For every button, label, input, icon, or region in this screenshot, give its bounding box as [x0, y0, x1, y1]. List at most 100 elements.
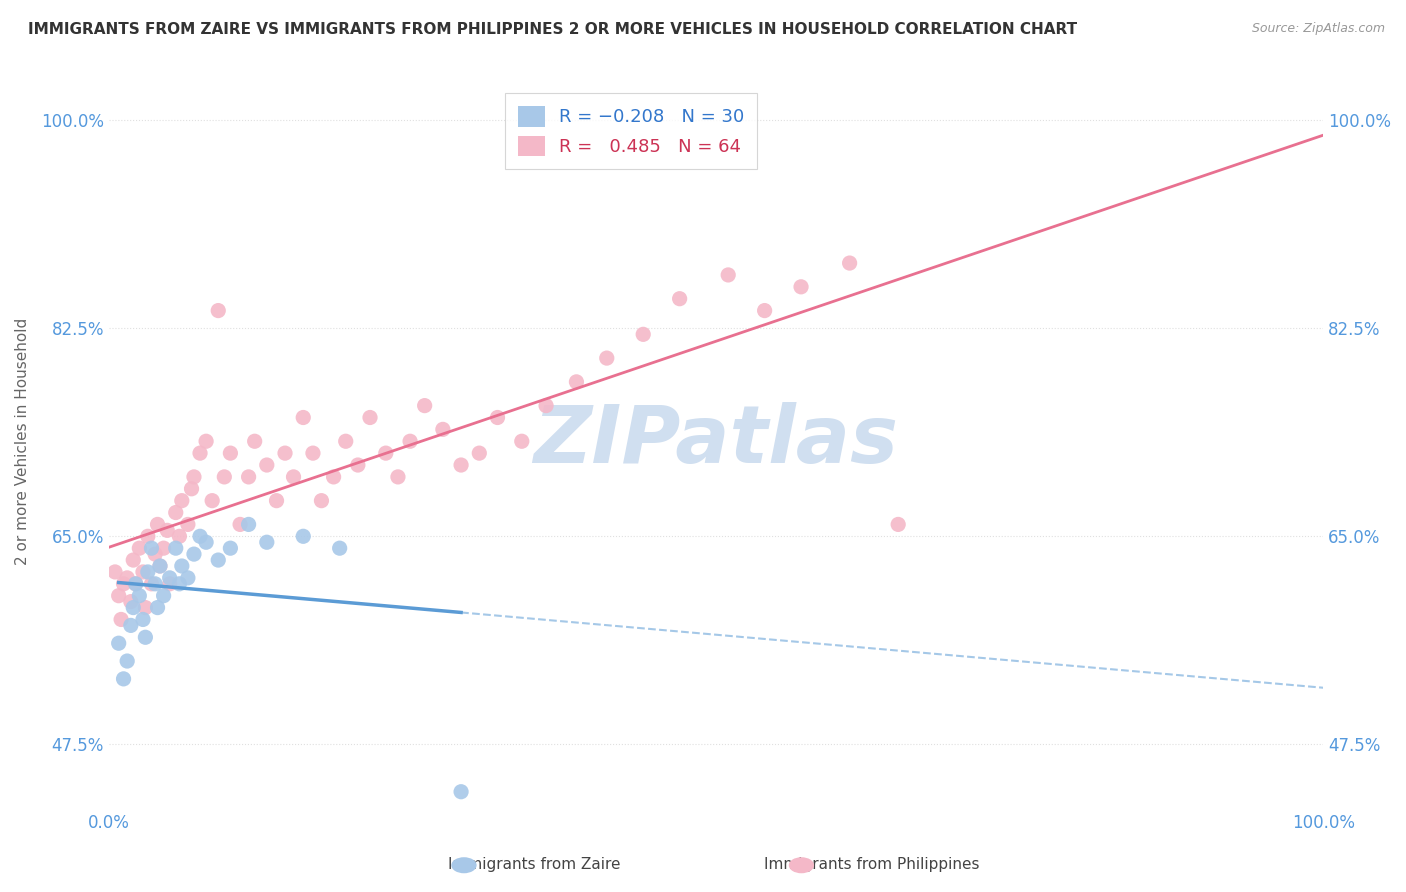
Point — [156, 524, 179, 538]
Point — [188, 529, 211, 543]
Point — [146, 600, 169, 615]
Point — [229, 517, 252, 532]
Point — [432, 422, 454, 436]
Point — [180, 482, 202, 496]
Point — [243, 434, 266, 449]
Point — [322, 470, 344, 484]
Point — [302, 446, 325, 460]
Point — [335, 434, 357, 449]
Point — [450, 458, 472, 472]
Point — [256, 458, 278, 472]
Point — [141, 541, 163, 556]
Point — [149, 559, 172, 574]
Point — [128, 541, 150, 556]
Text: Immigrants from Philippines: Immigrants from Philippines — [763, 857, 980, 872]
Point — [219, 446, 242, 460]
Point — [159, 577, 181, 591]
Point — [631, 327, 654, 342]
Point — [104, 565, 127, 579]
Point — [128, 589, 150, 603]
Point — [170, 493, 193, 508]
Point — [256, 535, 278, 549]
Point — [159, 571, 181, 585]
Point — [134, 600, 156, 615]
Point — [329, 541, 352, 556]
Point — [165, 541, 187, 556]
Point — [219, 541, 242, 556]
Point — [311, 493, 333, 508]
Point — [510, 434, 533, 449]
Point — [120, 618, 142, 632]
Point — [177, 571, 200, 585]
Point — [143, 547, 166, 561]
Point — [165, 506, 187, 520]
Point — [170, 559, 193, 574]
Point — [214, 470, 236, 484]
Point — [136, 529, 159, 543]
Point — [387, 470, 409, 484]
Point — [169, 529, 191, 543]
Point — [188, 446, 211, 460]
Point — [132, 612, 155, 626]
Point — [201, 493, 224, 508]
Point — [238, 517, 260, 532]
Point — [110, 612, 132, 626]
Point — [122, 600, 145, 615]
Point — [177, 517, 200, 532]
Point — [486, 410, 509, 425]
Point — [374, 446, 396, 460]
Point — [717, 268, 740, 282]
Point — [183, 470, 205, 484]
Point — [107, 589, 129, 603]
Point — [146, 517, 169, 532]
Point — [207, 303, 229, 318]
Point — [195, 535, 218, 549]
Point — [134, 630, 156, 644]
Point — [450, 785, 472, 799]
Point — [596, 351, 619, 365]
Point — [169, 577, 191, 591]
Point — [115, 571, 138, 585]
Text: Immigrants from Zaire: Immigrants from Zaire — [449, 857, 620, 872]
Point — [125, 577, 148, 591]
Point — [112, 577, 135, 591]
Point — [107, 636, 129, 650]
Point — [136, 565, 159, 579]
Point — [152, 589, 174, 603]
Point — [183, 547, 205, 561]
Point — [274, 446, 297, 460]
Point — [668, 292, 690, 306]
Point — [115, 654, 138, 668]
Point — [754, 303, 776, 318]
Point — [838, 256, 860, 270]
Point — [283, 470, 305, 484]
Point — [152, 541, 174, 556]
Y-axis label: 2 or more Vehicles in Household: 2 or more Vehicles in Household — [15, 318, 30, 565]
Point — [468, 446, 491, 460]
Point — [143, 577, 166, 591]
Point — [112, 672, 135, 686]
Point — [141, 577, 163, 591]
Point — [207, 553, 229, 567]
Point — [195, 434, 218, 449]
Point — [132, 565, 155, 579]
Point — [534, 399, 557, 413]
Point — [238, 470, 260, 484]
Point — [565, 375, 588, 389]
Point — [149, 559, 172, 574]
Point — [292, 410, 315, 425]
Text: ZIPatlas: ZIPatlas — [533, 402, 898, 480]
Point — [125, 577, 148, 591]
Text: Source: ZipAtlas.com: Source: ZipAtlas.com — [1251, 22, 1385, 36]
Point — [120, 594, 142, 608]
Point — [359, 410, 381, 425]
Point — [887, 517, 910, 532]
Point — [122, 553, 145, 567]
Point — [347, 458, 370, 472]
Legend: R = −0.208   N = 30, R =   0.485   N = 64: R = −0.208 N = 30, R = 0.485 N = 64 — [505, 93, 756, 169]
Point — [266, 493, 288, 508]
Point — [790, 280, 813, 294]
Point — [413, 399, 436, 413]
Text: IMMIGRANTS FROM ZAIRE VS IMMIGRANTS FROM PHILIPPINES 2 OR MORE VEHICLES IN HOUSE: IMMIGRANTS FROM ZAIRE VS IMMIGRANTS FROM… — [28, 22, 1077, 37]
Point — [292, 529, 315, 543]
